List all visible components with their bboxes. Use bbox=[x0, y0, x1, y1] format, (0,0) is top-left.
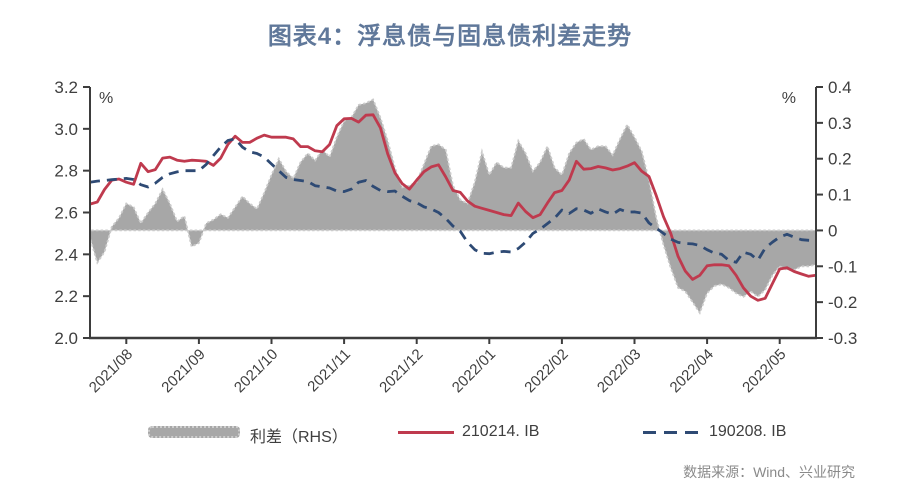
right-axis-tick-label: 0.4 bbox=[828, 78, 852, 97]
line-series-190208ib bbox=[89, 137, 817, 264]
x-axis-tick-label: 2022/05 bbox=[739, 346, 789, 396]
chart-title: 图表4：浮息债与固息债利差走势 bbox=[267, 23, 633, 50]
legend-navy-dashed-swatch bbox=[643, 431, 701, 434]
right-axis-tick-label: -0.1 bbox=[828, 257, 857, 276]
data-source-note: 数据来源：Wind、兴业研究 bbox=[683, 464, 855, 480]
left-axis-tick-label: 2.8 bbox=[54, 162, 78, 181]
right-axis-tick-label: 0 bbox=[828, 221, 837, 240]
x-axis-tick-label: 2022/03 bbox=[594, 346, 644, 396]
left-axis-tick-label: 3.2 bbox=[54, 78, 78, 97]
x-axis-tick-label: 2022/02 bbox=[521, 346, 571, 396]
left-axis-tick-label: 3.0 bbox=[54, 120, 78, 139]
right-axis-tick-label: 0.1 bbox=[828, 186, 852, 205]
right-axis-tick-label: -0.2 bbox=[828, 293, 857, 312]
x-axis-tick-label: 2021/08 bbox=[86, 346, 136, 396]
legend-label-210214ib: 210214. IB bbox=[462, 423, 540, 440]
legend-label-spread: 利差（RHS） bbox=[250, 429, 348, 446]
right-axis-unit-label: % bbox=[782, 90, 796, 107]
left-axis-tick-label: 2.2 bbox=[54, 287, 78, 306]
x-axis-tick-label: 2022/04 bbox=[667, 346, 717, 396]
x-axis-tick-label: 2021/12 bbox=[376, 346, 426, 396]
left-axis-tick-label: 2.4 bbox=[54, 245, 78, 264]
right-axis-tick-label: 0.3 bbox=[828, 114, 852, 133]
left-axis-unit-label: % bbox=[99, 90, 113, 107]
left-axis-tick-label: 2.0 bbox=[54, 329, 78, 348]
legend-label-190208ib: 190208. IB bbox=[709, 423, 787, 440]
x-axis-tick-label: 2021/10 bbox=[231, 346, 281, 396]
x-axis-tick-label: 2021/11 bbox=[304, 346, 354, 396]
legend-red-line-swatch bbox=[398, 431, 454, 434]
legend-area-swatch bbox=[148, 426, 240, 438]
x-axis-tick-label: 2021/09 bbox=[158, 346, 208, 396]
right-axis-tick-label: -0.3 bbox=[828, 329, 857, 348]
area-series-spread-rhs bbox=[89, 98, 817, 315]
x-axis-tick-label: 2022/01 bbox=[449, 346, 499, 396]
right-axis-tick-label: 0.2 bbox=[828, 150, 852, 169]
line-series-210214ib bbox=[89, 113, 817, 302]
left-axis-tick-label: 2.6 bbox=[54, 204, 78, 223]
